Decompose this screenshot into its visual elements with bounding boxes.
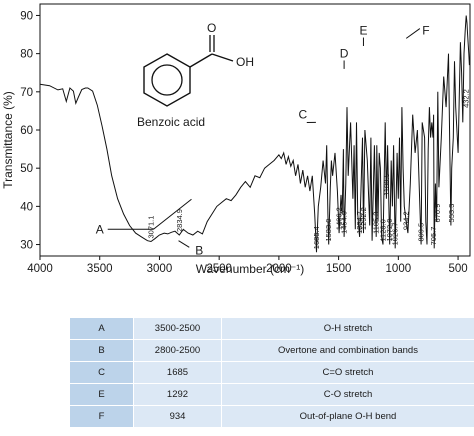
y-tick-label: 60	[20, 125, 33, 137]
carbonyl-oxygen-label: O	[207, 21, 216, 35]
y-tick-label: 50	[20, 163, 33, 175]
peak-label: 1072.0	[385, 219, 394, 242]
band-range-cell: 934	[133, 405, 222, 428]
table-row: E 1292 C-O stretch	[70, 383, 474, 406]
band-assignment-cell: C=O stretch	[221, 361, 474, 384]
peak-label: 1685.4	[312, 226, 321, 249]
table-row: C 1685 C=O stretch	[70, 361, 474, 384]
peak-label: 705.7	[429, 227, 438, 246]
annotation-letter: D	[340, 46, 349, 60]
x-tick-label: 500	[448, 263, 467, 275]
annotation-letter: A	[96, 222, 104, 236]
band-assignment-cell: C-O stretch	[221, 383, 474, 406]
band-range-cell: 2800-2500	[133, 339, 222, 362]
annotation-letter: C	[298, 108, 307, 122]
y-tick-label: 40	[20, 201, 33, 213]
annotation-leader	[178, 240, 190, 248]
band-annotations: A B C DE F	[96, 24, 430, 258]
y-tick-label: 30	[20, 240, 33, 252]
peak-label: 809.5	[417, 223, 426, 242]
band-range-cell: 3500-2500	[133, 318, 222, 340]
peak-label: 3071.1	[146, 216, 155, 239]
band-assignment-cell: O-H stretch	[221, 318, 474, 340]
band-assignment-cell: Overtone and combination bands	[221, 339, 474, 362]
band-assignment-table: A 3500-2500 O-H stretch B 2800-2500 Overtone …	[70, 318, 474, 428]
annotation-letter: E	[359, 24, 367, 38]
benzene-ring	[143, 53, 191, 107]
peak-label: 1100.5	[382, 173, 391, 195]
band-letter-cell: A	[70, 318, 134, 340]
aromatic-circle	[151, 64, 183, 96]
hydroxyl-label: OH	[236, 55, 254, 69]
band-letter-cell: E	[70, 383, 134, 406]
peak-label: 1324.7	[355, 211, 364, 234]
table-row: F 934 Out-of-plane O-H bend	[70, 405, 474, 428]
y-tick-label: 70	[20, 87, 33, 99]
peak-label: 1026.7	[391, 222, 400, 245]
band-range-cell: 1292	[133, 383, 222, 406]
peak-label: 1454.0	[340, 211, 349, 234]
peak-label: 1128.0	[379, 219, 388, 241]
x-tick-label: 3000	[147, 263, 173, 275]
y-tick-label: 90	[20, 10, 33, 22]
peak-label: 1185.3	[372, 212, 381, 234]
table-row: A 3500-2500 O-H stretch	[70, 318, 474, 340]
x-tick-label: 2500	[206, 263, 232, 275]
band-letter-cell: F	[70, 405, 134, 428]
x-axis-label: Wavenumber (cm⁻¹)	[196, 262, 305, 276]
band-letter-cell: C	[70, 361, 134, 384]
y-axis-ticks: 30 40 50 60 70 80 90	[20, 10, 40, 252]
band-assignment-cell: Out-of-plane O-H bend	[221, 405, 474, 428]
peak-label: 1292.2	[359, 207, 368, 230]
bond-ring-carbon	[189, 53, 213, 68]
annotation-leader	[405, 28, 421, 39]
x-tick-label: 4000	[27, 263, 53, 275]
benzoic-acid-structure: O OH Benzoic acid	[137, 21, 254, 129]
peak-label: 670.9	[433, 204, 442, 223]
annotation-leader	[153, 198, 192, 230]
x-tick-label: 2000	[266, 263, 292, 275]
annotation-letter: B	[195, 243, 203, 257]
molecule-name: Benzoic acid	[137, 115, 205, 129]
hydroxyl-bond	[211, 53, 234, 62]
peak-label: 2834.9	[175, 209, 184, 232]
band-range-cell: 1685	[133, 361, 222, 384]
peak-label: 1583.0	[324, 219, 333, 242]
peak-label: 1496.2	[335, 207, 344, 230]
spectrum-line	[39, 15, 470, 253]
x-tick-label: 1500	[326, 263, 352, 275]
x-axis-ticks: 4000 3500 3000 2500 2000 1500 1000 500	[27, 256, 468, 275]
band-letter-cell: B	[70, 339, 134, 362]
peak-label: 934.2	[402, 211, 411, 230]
table-row: B 2800-2500 Overtone and combination bands	[70, 339, 474, 362]
x-tick-label: 3500	[87, 263, 113, 275]
peak-label: 553.3	[447, 204, 456, 223]
peak-label: 432.2	[462, 89, 471, 108]
ir-spectrum-chart: 4000 3500 3000 2500 2000 1500 1000 500 30 40 50 60…	[1, 3, 471, 276]
annotation-letter: F	[422, 24, 429, 38]
x-tick-label: 1000	[386, 263, 412, 275]
y-tick-label: 80	[20, 49, 33, 61]
y-axis-label: Transmittance (%)	[1, 91, 15, 189]
